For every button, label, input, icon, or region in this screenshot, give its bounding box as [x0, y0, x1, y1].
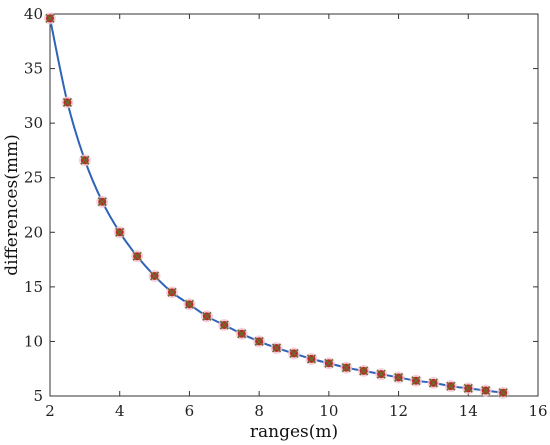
- data-point: [131, 250, 144, 263]
- data-point-cross: [45, 13, 55, 23]
- data-point-cross: [115, 227, 125, 237]
- data-point-cross: [237, 329, 247, 339]
- data-point: [253, 335, 266, 348]
- data-point-cross: [97, 197, 107, 207]
- data-point: [78, 154, 91, 167]
- data-point-cross: [394, 372, 404, 383]
- data-point: [61, 96, 74, 109]
- data-point: [288, 347, 300, 360]
- data-point-cross: [376, 369, 386, 379]
- axis-ticks: 2 4 6 8 10 12 14 16 5 10 15 20 25 30 35 40: [24, 5, 548, 420]
- data-point: [462, 382, 475, 395]
- x-tick-label: 6: [185, 402, 195, 420]
- data-point-cross: [167, 287, 177, 297]
- data-point: [183, 298, 196, 311]
- data-point: [375, 368, 388, 381]
- y-tick-label: 35: [24, 60, 43, 78]
- data-point: [96, 195, 109, 208]
- y-tick-label: 40: [24, 5, 43, 23]
- data-point: [218, 319, 231, 332]
- x-tick-label: 10: [319, 402, 338, 420]
- series-layer: [44, 12, 510, 399]
- plot-area: [49, 13, 539, 397]
- x-tick-label: 16: [528, 402, 547, 420]
- data-point-cross: [132, 251, 142, 261]
- y-axis-title: differences(mm): [2, 134, 22, 275]
- data-point-cross: [219, 320, 229, 330]
- data-point-cross: [498, 388, 508, 398]
- y-tick-label: 10: [24, 332, 43, 350]
- data-point: [392, 371, 405, 384]
- data-point: [427, 376, 440, 389]
- data-point-cross: [446, 381, 456, 391]
- data-point-cross: [428, 378, 438, 388]
- data-point: [444, 380, 457, 393]
- y-tick-label: 5: [33, 387, 43, 405]
- x-tick-label: 8: [254, 402, 264, 420]
- x-tick-label: 2: [45, 402, 55, 420]
- data-point-cross: [80, 155, 90, 165]
- x-axis-title: ranges(m): [250, 422, 338, 442]
- data-point-cross: [481, 385, 491, 396]
- y-tick-label: 15: [24, 278, 43, 296]
- data-point-cross: [289, 348, 299, 358]
- data-point: [357, 364, 370, 377]
- data-point-cross: [150, 271, 160, 281]
- data-point: [479, 384, 492, 397]
- data-point-cross: [341, 363, 351, 373]
- data-point-cross: [306, 354, 316, 364]
- data-point: [270, 341, 283, 354]
- data-point: [166, 286, 178, 299]
- data-point: [235, 327, 248, 340]
- data-point: [322, 357, 335, 370]
- x-tick-label: 12: [389, 402, 408, 420]
- y-tick-label: 30: [24, 114, 43, 132]
- data-point: [44, 12, 56, 25]
- data-point: [113, 226, 126, 239]
- data-point-cross: [254, 336, 264, 346]
- y-tick-label: 20: [24, 223, 43, 241]
- data-point-cross: [411, 376, 421, 386]
- data-point-cross: [324, 358, 334, 368]
- x-tick-label: 4: [115, 402, 125, 420]
- data-point-cross: [463, 383, 473, 393]
- data-point-cross: [359, 366, 369, 376]
- data-point-cross: [272, 343, 282, 353]
- data-point: [305, 352, 318, 365]
- data-point-cross: [62, 97, 72, 107]
- data-point: [148, 269, 161, 282]
- x-tick-label: 14: [459, 402, 478, 420]
- data-point: [410, 374, 422, 387]
- data-point: [497, 386, 510, 399]
- data-point: [340, 361, 353, 374]
- data-point-cross: [184, 299, 194, 309]
- y-tick-label: 25: [24, 169, 43, 187]
- data-point-cross: [202, 311, 212, 321]
- data-point: [200, 310, 213, 323]
